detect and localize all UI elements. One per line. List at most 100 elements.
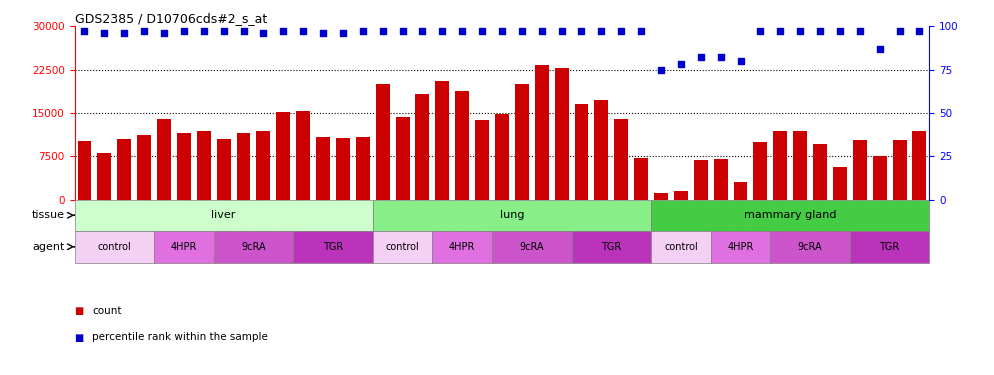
Text: 9cRA: 9cRA (242, 242, 265, 252)
Text: tissue: tissue (32, 210, 65, 220)
Point (693, 54, 709, 60)
Bar (296, 111, 310, 200)
Bar (475, 120, 489, 200)
Bar (833, 166, 847, 200)
Point (892, 28, 908, 34)
Point (653, 67, 669, 73)
Bar (850, 231, 929, 262)
Point (434, 28, 450, 34)
Point (116, 30, 132, 36)
Bar (293, 231, 373, 262)
Bar (217, 139, 231, 200)
Point (176, 28, 192, 34)
Text: TGR: TGR (601, 242, 621, 252)
Point (335, 30, 351, 36)
Bar (197, 131, 211, 200)
Point (474, 28, 490, 34)
Bar (78, 141, 91, 200)
Bar (396, 117, 410, 200)
Point (593, 28, 609, 34)
Text: control: control (97, 242, 131, 252)
Text: mammary gland: mammary gland (744, 210, 837, 220)
Bar (316, 137, 330, 200)
Bar (515, 84, 529, 200)
Point (96, 30, 112, 36)
Bar (714, 159, 728, 200)
Text: GDS2385 / D10706cds#2_s_at: GDS2385 / D10706cds#2_s_at (75, 12, 266, 25)
Bar (711, 231, 770, 262)
Bar (793, 131, 807, 200)
Bar (435, 81, 449, 200)
Bar (455, 91, 469, 200)
Point (514, 28, 530, 34)
Text: liver: liver (212, 210, 236, 220)
Bar (177, 133, 191, 200)
Point (673, 62, 689, 68)
Bar (154, 231, 214, 262)
Bar (634, 158, 648, 200)
Bar (813, 144, 827, 200)
Point (315, 30, 331, 36)
Bar (853, 140, 867, 200)
Text: agent: agent (32, 242, 65, 252)
Bar (415, 94, 429, 200)
Text: ■: ■ (75, 306, 83, 316)
Bar (75, 231, 154, 262)
Bar (157, 118, 171, 200)
Text: 4HPR: 4HPR (171, 242, 197, 252)
Text: 4HPR: 4HPR (728, 242, 753, 252)
Point (574, 28, 589, 34)
Bar (873, 156, 887, 200)
Bar (492, 231, 572, 262)
Bar (555, 68, 569, 200)
Bar (770, 231, 850, 262)
Point (236, 28, 251, 34)
Point (772, 28, 788, 34)
Bar (373, 200, 651, 231)
Bar (495, 114, 509, 200)
Point (295, 28, 311, 34)
Point (852, 28, 868, 34)
Point (395, 28, 411, 34)
Point (613, 28, 629, 34)
Text: percentile rank within the sample: percentile rank within the sample (92, 333, 268, 342)
Bar (137, 135, 151, 200)
Bar (97, 153, 111, 200)
Bar (117, 139, 131, 200)
Bar (654, 193, 668, 200)
Text: control: control (664, 242, 698, 252)
Bar (651, 200, 929, 231)
Point (633, 28, 649, 34)
Bar (614, 118, 628, 200)
Point (812, 28, 828, 34)
Point (733, 58, 748, 64)
Bar (75, 200, 373, 231)
Bar (535, 65, 549, 200)
Point (275, 28, 291, 34)
Text: ■: ■ (75, 333, 83, 342)
Bar (572, 231, 651, 262)
Bar (734, 182, 747, 200)
Point (534, 28, 550, 34)
Bar (575, 104, 588, 200)
Point (454, 28, 470, 34)
Bar (432, 231, 492, 262)
Point (255, 30, 271, 36)
Bar (373, 231, 432, 262)
Point (554, 28, 570, 34)
Point (752, 28, 768, 34)
Point (911, 28, 927, 34)
Text: 9cRA: 9cRA (520, 242, 544, 252)
Text: lung: lung (500, 210, 524, 220)
Text: 4HPR: 4HPR (449, 242, 475, 252)
Text: TGR: TGR (323, 242, 343, 252)
Point (196, 28, 212, 34)
Point (792, 28, 808, 34)
Bar (256, 131, 270, 200)
Point (872, 46, 888, 52)
Bar (594, 100, 608, 200)
Bar (912, 131, 926, 200)
Bar (214, 231, 293, 262)
Bar (893, 140, 907, 200)
Text: 9cRA: 9cRA (798, 242, 822, 252)
